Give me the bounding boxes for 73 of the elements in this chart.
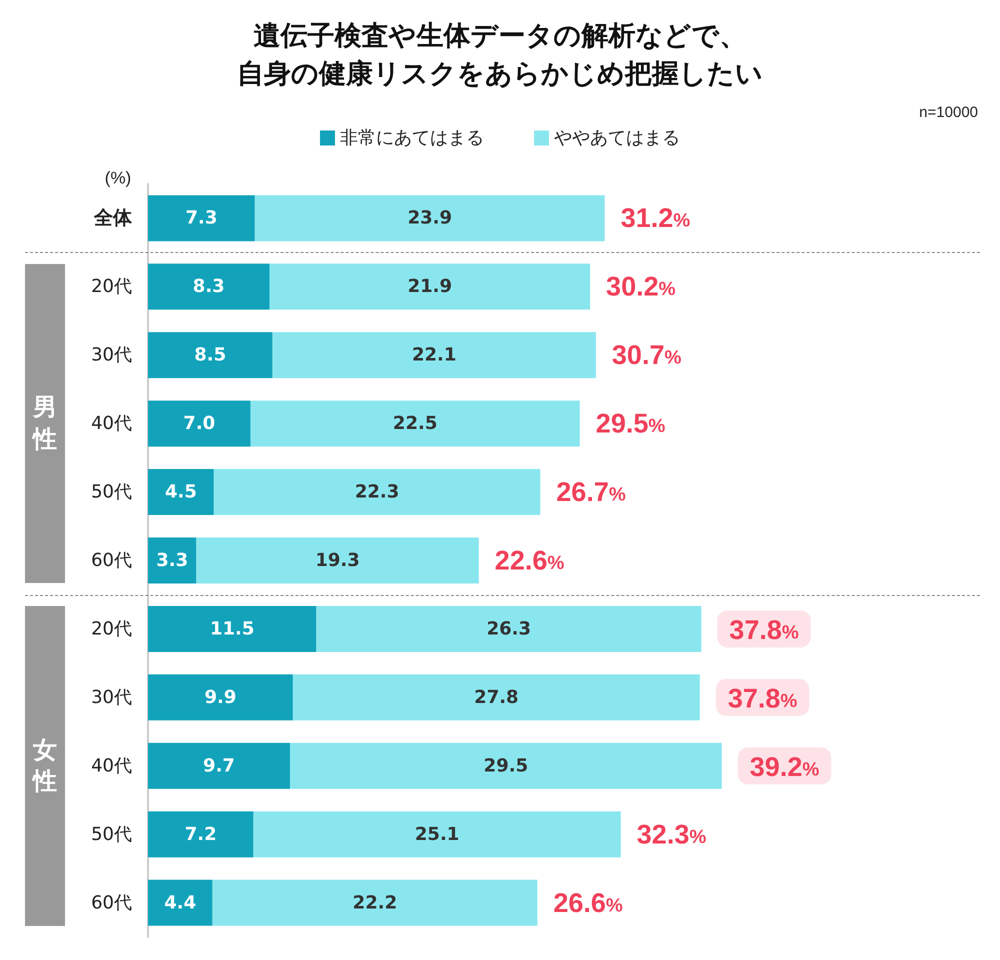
bar [196, 538, 479, 584]
data-label: 3.3 [156, 550, 188, 571]
data-label: 8.3 [192, 276, 225, 298]
data-label: 25.1 [414, 824, 460, 845]
data-label: 7.0 [183, 413, 216, 434]
legend-label: 非常にあてはまる [340, 128, 484, 148]
total-label: 26.7% [556, 477, 626, 508]
y-tick-label: 30代 [91, 344, 132, 366]
bar [148, 400, 250, 447]
bar [148, 195, 255, 242]
data-label: 11.5 [210, 618, 254, 640]
data-label: 9.7 [203, 755, 235, 776]
bar [253, 811, 621, 858]
y-tick-label: 20代 [91, 618, 132, 640]
text: n=10000 [919, 104, 978, 121]
data-label: 22.3 [354, 482, 400, 503]
bar [272, 332, 596, 378]
data-label: 7.3 [185, 208, 218, 229]
data-label: 22.1 [412, 344, 456, 366]
bar [212, 880, 538, 926]
data-label: 22.2 [352, 892, 398, 914]
group-label: 女性 [25, 606, 65, 926]
data-label: 22.5 [392, 413, 438, 434]
total-label: 30.2% [606, 272, 676, 302]
bar [250, 400, 580, 447]
bar [292, 674, 700, 720]
data-label: 8.5 [194, 344, 226, 366]
bar [148, 264, 270, 310]
y-tick-label: 30代 [91, 686, 132, 708]
total-label: 37.8% [728, 683, 798, 714]
bar [148, 469, 214, 516]
bar [148, 880, 212, 926]
bar [148, 332, 272, 378]
data-label: 23.9 [408, 208, 452, 229]
group-label: 男性 [25, 264, 65, 584]
y-tick-label: 全体 [93, 207, 133, 230]
bar [148, 674, 293, 720]
bar [148, 538, 196, 584]
data-label: 27.8 [474, 686, 519, 708]
total-label: 26.6% [553, 888, 623, 918]
total-label: 32.3% [636, 819, 706, 850]
bar [214, 469, 540, 516]
total-label: 31.2% [620, 203, 690, 234]
data-label: 4.5 [164, 482, 197, 503]
total-label: 29.5% [596, 408, 666, 439]
text: (%) [104, 168, 132, 188]
y-tick-label: 20代 [91, 276, 132, 298]
bar [148, 742, 290, 789]
y-tick-label: 40代 [91, 755, 132, 776]
y-tick-label: 60代 [91, 550, 132, 571]
data-label: 19.3 [315, 550, 360, 571]
data-label: 21.9 [408, 276, 452, 298]
y-tick-label: 40代 [91, 413, 132, 434]
legend-label: ややあてはまる [554, 128, 680, 148]
total-label: 30.7% [612, 340, 682, 370]
y-tick-label: 60代 [91, 892, 132, 914]
data-label: 4.4 [164, 892, 196, 914]
bar [290, 742, 722, 789]
total-label: 39.2% [750, 752, 820, 782]
chart-title: 遺伝子検査や生体データの解析などで、自身の健康リスクをあらかじめ把握したい [237, 20, 763, 90]
bar [269, 264, 590, 310]
bar [316, 606, 702, 652]
y-tick-label: 50代 [91, 482, 132, 503]
bar [148, 606, 316, 652]
y-tick-label: 50代 [91, 824, 132, 845]
data-label: 29.5 [484, 755, 528, 776]
total-label: 37.8% [729, 614, 799, 645]
data-label: 7.2 [184, 824, 217, 845]
total-label: 22.6% [494, 546, 564, 576]
bar [148, 811, 254, 858]
data-label: 26.3 [486, 618, 532, 640]
data-label: 9.9 [204, 686, 236, 708]
bar [254, 195, 605, 242]
